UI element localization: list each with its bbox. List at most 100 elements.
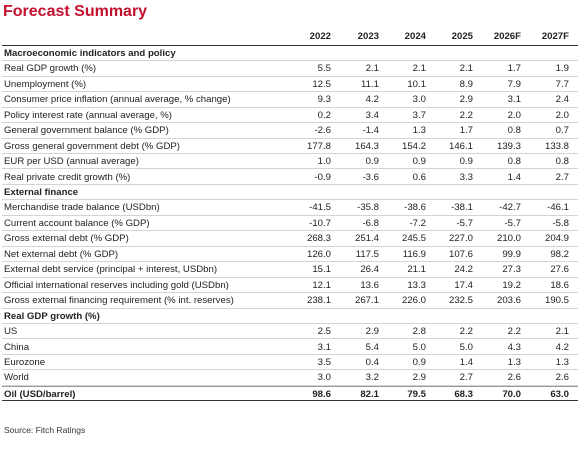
- cell-value: 2.9: [412, 372, 426, 384]
- header-row: 2022 2023 2024 2025 2026F 2027F: [2, 29, 578, 46]
- data-row: Official international reserves includin…: [2, 278, 578, 294]
- cell-value: 63.0: [550, 388, 569, 400]
- cell-value: 26.4: [360, 264, 379, 276]
- row-label: World: [4, 372, 29, 384]
- cell-value: 21.1: [407, 264, 426, 276]
- title: Forecast Summary: [3, 3, 148, 20]
- cell-value: 0.2: [317, 109, 331, 121]
- cell-value: 19.2: [502, 279, 521, 291]
- cell-value: 2.9: [459, 94, 473, 106]
- cell-value: 139.3: [496, 140, 521, 152]
- cell-value: 12.5: [312, 78, 331, 90]
- cell-value: 2.9: [365, 326, 379, 338]
- row-label: EUR per USD (annual average): [4, 156, 139, 168]
- cell-value: 1.7: [459, 125, 473, 137]
- data-row: Net external debt (% GDP) 126.0 117.5 116.9…: [2, 247, 578, 263]
- row-label: US: [4, 326, 18, 338]
- row-label: External debt service (principal + inter…: [4, 264, 218, 276]
- cell-value: 204.9: [544, 233, 569, 245]
- cell-value: 1.4: [459, 356, 473, 368]
- cell-value: 98.2: [550, 248, 569, 260]
- row-label: Consumer price inflation (annual average…: [4, 94, 231, 106]
- cell-value: 2.2: [507, 326, 521, 338]
- cell-value: 1.3: [507, 356, 521, 368]
- cell-value: 1.3: [412, 125, 426, 137]
- cell-value: 5.5: [317, 63, 331, 75]
- cell-value: 190.5: [544, 295, 569, 307]
- cell-value: -5.7: [456, 217, 473, 229]
- cell-value: 0.9: [365, 156, 379, 168]
- cell-value: 2.7: [459, 372, 473, 384]
- section-row: Real GDP growth (%): [2, 309, 578, 324]
- cell-value: 15.1: [312, 264, 331, 276]
- cell-value: 3.1: [317, 341, 331, 353]
- row-label: China: [4, 341, 30, 353]
- column-header: 2026F: [493, 31, 521, 42]
- cell-value: 133.8: [544, 140, 569, 152]
- cell-value: 2.0: [555, 109, 569, 121]
- cell-value: 107.6: [448, 248, 473, 260]
- data-row: EUR per USD (annual average) 1.0 0.9 0.9 0.9…: [2, 154, 578, 170]
- row-label: General government balance (% GDP): [4, 125, 169, 137]
- cell-value: 2.1: [555, 326, 569, 338]
- cell-value: -2.6: [314, 125, 331, 137]
- cell-value: 177.8: [306, 140, 331, 152]
- column-header: 2027F: [541, 31, 569, 42]
- cell-value: -38.6: [404, 202, 426, 214]
- cell-value: 146.1: [448, 140, 473, 152]
- cell-value: 79.5: [407, 388, 426, 400]
- cell-value: 4.3: [507, 341, 521, 353]
- cell-value: 203.6: [496, 295, 521, 307]
- cell-value: 5.4: [365, 341, 379, 353]
- cell-value: 227.0: [448, 233, 473, 245]
- cell-value: 0.6: [412, 171, 426, 183]
- cell-value: 82.1: [360, 388, 379, 400]
- cell-value: 3.2: [365, 372, 379, 384]
- cell-value: 0.9: [412, 356, 426, 368]
- cell-value: -5.8: [552, 217, 569, 229]
- cell-value: 70.0: [502, 388, 521, 400]
- cell-value: 2.1: [365, 63, 379, 75]
- cell-value: 268.3: [306, 233, 331, 245]
- row-label: Real private credit growth (%): [4, 171, 131, 183]
- cell-value: 0.8: [507, 156, 521, 168]
- row-label: Gross external debt (% GDP): [4, 233, 129, 245]
- cell-value: 27.3: [502, 264, 521, 276]
- cell-value: 0.4: [365, 356, 379, 368]
- cell-value: 27.6: [550, 264, 569, 276]
- cell-value: 2.1: [412, 63, 426, 75]
- cell-value: 116.9: [402, 248, 426, 260]
- cell-value: 3.7: [412, 109, 426, 121]
- cell-value: 10.1: [407, 78, 426, 90]
- section-row: External finance: [2, 185, 578, 201]
- data-row: Gross external financing requirement (% …: [2, 293, 578, 309]
- data-row: External debt service (principal + inter…: [2, 262, 578, 278]
- section-row: Macroeconomic indicators and policy: [2, 46, 578, 62]
- cell-value: 13.6: [360, 279, 379, 291]
- cell-value: 99.9: [502, 248, 521, 260]
- source: Source: Fitch Ratings: [4, 425, 86, 435]
- cell-value: 5.0: [459, 341, 473, 353]
- row-label: Policy interest rate (annual average, %): [4, 109, 172, 121]
- cell-value: -3.6: [362, 171, 379, 183]
- cell-value: 0.9: [459, 156, 473, 168]
- cell-value: -5.7: [504, 217, 521, 229]
- cell-value: 1.0: [317, 156, 331, 168]
- cell-value: -46.1: [547, 202, 569, 214]
- data-row: Unemployment (%) 12.5 11.1 10.1 8.9 7.9 7.7: [2, 77, 578, 93]
- cell-value: 7.9: [507, 78, 521, 90]
- cell-value: 117.5: [355, 248, 379, 260]
- data-row: Current account balance (% GDP) -10.7 -6.8…: [2, 216, 578, 232]
- data-row: China 3.1 5.4 5.0 5.0 4.3 4.2: [2, 340, 578, 355]
- cell-value: 1.3: [555, 356, 569, 368]
- cell-value: 12.1: [312, 279, 331, 291]
- cell-value: -6.8: [362, 217, 379, 229]
- cell-value: 2.8: [412, 326, 426, 338]
- row-label: Gross general government debt (% GDP): [4, 140, 180, 152]
- data-row: Real GDP growth (%) 5.5 2.1 2.1 2.1 1.7 1.9: [2, 61, 578, 77]
- cell-value: 0.7: [555, 125, 569, 137]
- data-row: US 2.5 2.9 2.8 2.2 2.2 2.1: [2, 324, 578, 340]
- cell-value: 68.3: [454, 388, 473, 400]
- cell-value: 2.0: [507, 109, 521, 121]
